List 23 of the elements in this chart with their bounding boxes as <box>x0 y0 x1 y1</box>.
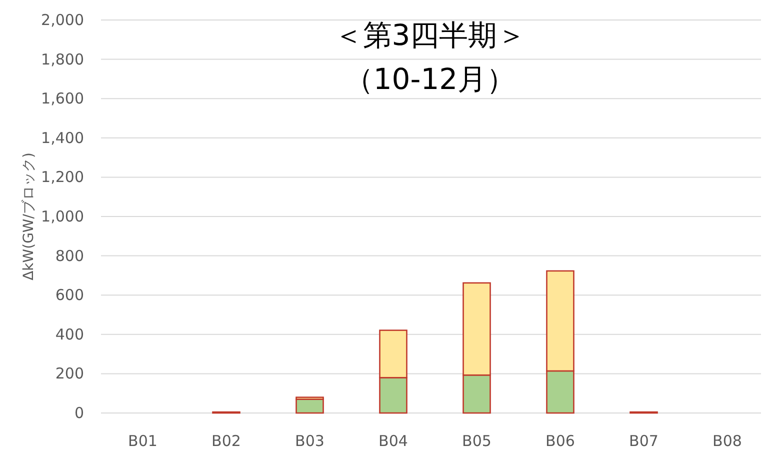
x-tick-label: B01 <box>128 432 158 450</box>
x-tick-label: B08 <box>712 432 742 450</box>
x-tick-label: B03 <box>295 432 324 450</box>
x-tick-label: B05 <box>462 432 492 450</box>
y-tick-label: 400 <box>55 325 84 344</box>
y-tick-label: 600 <box>55 286 84 304</box>
y-axis-title: ΔkW(GW/ブロック) <box>21 152 37 280</box>
y-tick-label: 1,800 <box>41 50 84 68</box>
x-tick-label: B04 <box>378 432 408 450</box>
y-tick-label: 1,600 <box>41 90 84 108</box>
y-tick-label: 800 <box>55 246 84 265</box>
y-tick-label: 0 <box>74 404 84 422</box>
x-tick-label: B02 <box>212 432 241 450</box>
text: （10-12月） <box>344 62 516 96</box>
chart-title: ＜第3四半期＞ <box>334 18 526 52</box>
y-tick-label: 1,000 <box>41 208 84 226</box>
y-tick-label: 1,400 <box>41 128 84 147</box>
bar <box>296 398 324 414</box>
x-tick-label: B07 <box>629 432 658 450</box>
y-tick-label: 200 <box>55 364 84 383</box>
y-tick-label: 2,000 <box>41 11 84 29</box>
y-tick-label: 1,200 <box>41 168 84 186</box>
x-tick-label: B06 <box>546 432 575 450</box>
